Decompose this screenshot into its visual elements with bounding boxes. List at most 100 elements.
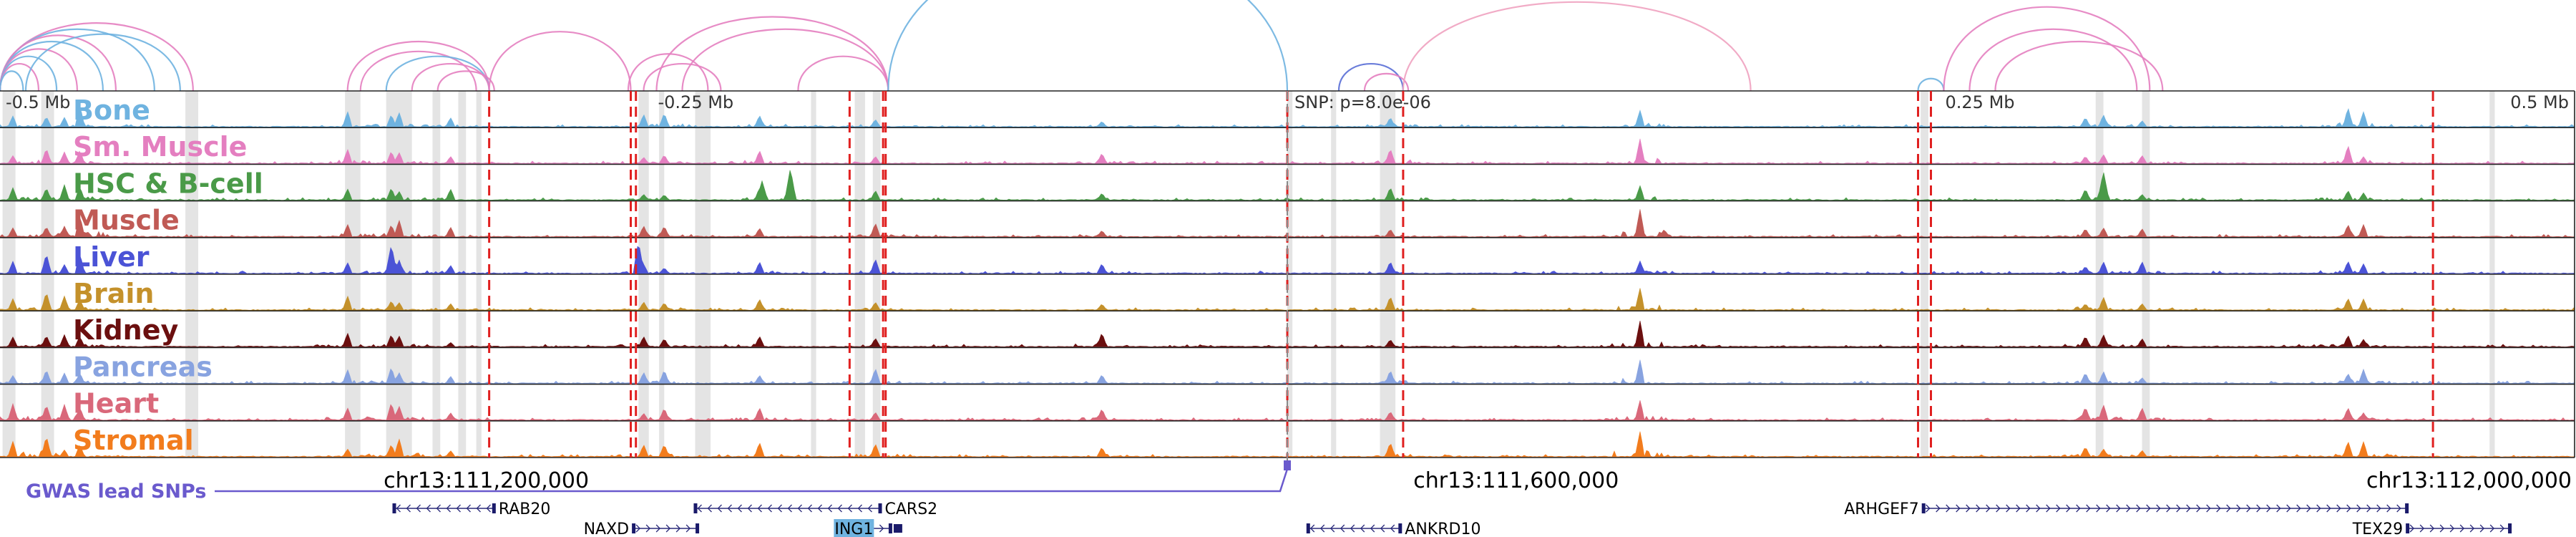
gene-label: ANKRD10 [1405, 521, 1480, 537]
loop-arc [1994, 41, 2164, 92]
strand-arrow [1976, 504, 1981, 513]
strand-arrow [867, 504, 872, 513]
loop-arc [346, 40, 490, 92]
exon [2406, 523, 2410, 533]
exon [1398, 523, 1402, 533]
strand-arrow [879, 524, 884, 533]
offset-tick-label: -0.5 Mb [6, 92, 70, 112]
gene-highlight-box [834, 519, 874, 537]
strand-arrow [2066, 504, 2071, 513]
strand-arrow [1360, 524, 1365, 533]
strand-arrow [645, 524, 651, 533]
strand-arrow [2489, 524, 2495, 533]
gene-label: ARHGEF7 [1844, 500, 1918, 518]
loop-arc [1968, 28, 2138, 92]
strand-arrow [2469, 524, 2475, 533]
strand-arrow [2216, 504, 2221, 513]
loop-arc [488, 31, 632, 92]
track-label-liver: Liver [73, 241, 150, 273]
exon [878, 503, 882, 513]
loop-arc [436, 70, 495, 92]
track-label-muscle: Muscle [73, 205, 180, 236]
loop-arc [1917, 77, 1945, 92]
exon [693, 503, 698, 513]
strand-arrow [2146, 504, 2151, 513]
strand-arrow [797, 504, 802, 513]
strand-arrow [2206, 504, 2211, 513]
coordinate-label: chr13:111,200,000 [384, 468, 589, 493]
strand-arrow [686, 524, 691, 533]
strand-arrow [847, 504, 852, 513]
snp-label: SNP: p=8.0e-06 [1294, 92, 1431, 112]
strand-arrow [2186, 504, 2191, 513]
strand-arrow [406, 504, 411, 513]
strand-arrow [446, 504, 451, 513]
exon [1921, 503, 1926, 513]
strand-arrow [1956, 504, 1961, 513]
coordinate-label: chr13:112,000,000 [2366, 468, 2572, 493]
track-label-brain: Brain [73, 278, 154, 309]
exon [392, 503, 396, 513]
gene-annotations: RAB20 CARS2 NAXD ING1 ANKRD10 ARHGEF7 TEX29 [392, 500, 2512, 537]
strand-arrow [1996, 504, 2001, 513]
exon [492, 503, 496, 513]
signal-brain [0, 288, 2575, 311]
strand-arrow [2226, 504, 2231, 513]
gwas-label: GWAS lead SNPs [26, 480, 206, 503]
track-labels: Bone Sm. Muscle HSC & B-cell Muscle Liver Bra… [73, 95, 263, 456]
gene-label: NAXD [584, 521, 630, 537]
coordinate-label: chr13:111,600,000 [1413, 468, 1619, 493]
strand-arrow [2386, 504, 2391, 513]
strand-arrow [737, 504, 742, 513]
loop-arc [1402, 1, 1752, 92]
loop-arc [24, 33, 181, 92]
loop-arc [411, 63, 490, 92]
signal-tracks [0, 90, 2576, 458]
strand-arrow [2376, 504, 2381, 513]
exon [1306, 523, 1310, 533]
gene-label: TEX29 [2352, 521, 2403, 537]
strand-arrow [2306, 504, 2311, 513]
strand-arrow [476, 504, 481, 513]
strand-arrow [2429, 524, 2435, 533]
exon [2508, 523, 2512, 533]
strand-arrow [2016, 504, 2021, 513]
loop-arc [643, 63, 722, 92]
strand-arrow [1330, 524, 1335, 533]
strand-arrow [1319, 524, 1325, 533]
strand-arrow [2396, 504, 2401, 513]
track-label-bone: Bone [73, 95, 150, 126]
strand-arrow [777, 504, 782, 513]
exon [2405, 503, 2409, 513]
track-label-pancreas: Pancreas [73, 351, 213, 382]
highlight-overlays [488, 91, 2434, 465]
loop-arc [655, 16, 889, 92]
strand-arrow [2346, 504, 2351, 513]
strand-arrow [2096, 504, 2101, 513]
strand-arrow [2176, 504, 2181, 513]
strand-arrow [2076, 504, 2081, 513]
strand-arrow [2459, 524, 2465, 533]
strand-arrow [1966, 504, 1971, 513]
strand-arrow [2106, 504, 2111, 513]
strand-arrow [2236, 504, 2241, 513]
strand-arrow [2246, 504, 2251, 513]
strand-arrow [1986, 504, 1991, 513]
gene-label: RAB20 [499, 500, 551, 518]
strand-arrow [857, 504, 862, 513]
strand-arrow [727, 504, 732, 513]
strand-arrow [2086, 504, 2091, 513]
strand-arrow [2046, 504, 2051, 513]
gene-label: CARS2 [885, 500, 938, 518]
strand-arrow [2166, 504, 2171, 513]
loop-arc [1363, 72, 1410, 92]
offset-tick-label: 0.5 Mb [2510, 92, 2569, 112]
offset-ticks: -0.5 Mb -0.25 Mb 0.25 Mb 0.5 Mb SNP: p=8.0e-… [6, 92, 2569, 112]
strand-arrow [675, 524, 681, 533]
strand-arrow [2449, 524, 2455, 533]
gene-label: ING1 [834, 521, 873, 537]
strand-arrow [2276, 504, 2281, 513]
strand-arrow [837, 504, 842, 513]
strand-arrow [2419, 524, 2425, 533]
